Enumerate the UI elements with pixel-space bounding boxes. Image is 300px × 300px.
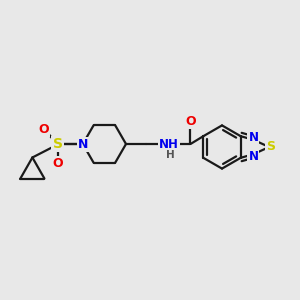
Text: O: O (185, 115, 196, 128)
Text: S: S (52, 137, 63, 151)
Text: NH: NH (159, 137, 179, 151)
Text: N: N (248, 150, 258, 163)
Text: S: S (266, 140, 275, 154)
Text: N: N (248, 131, 258, 144)
Text: O: O (39, 123, 50, 136)
Text: N: N (78, 137, 88, 151)
Text: H: H (166, 150, 175, 160)
Text: N: N (78, 137, 88, 151)
Text: O: O (52, 157, 63, 170)
